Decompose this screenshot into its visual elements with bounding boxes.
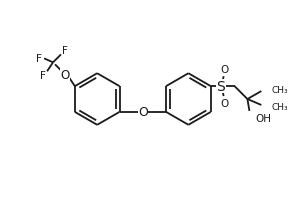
Text: F: F bbox=[62, 46, 68, 56]
Text: CH₃: CH₃ bbox=[271, 103, 288, 112]
Text: O: O bbox=[221, 99, 229, 109]
Text: OH: OH bbox=[255, 113, 272, 123]
Text: CH₃: CH₃ bbox=[271, 85, 288, 94]
Text: S: S bbox=[216, 80, 225, 94]
Text: O: O bbox=[60, 68, 70, 81]
Text: F: F bbox=[40, 71, 46, 81]
Text: O: O bbox=[221, 65, 229, 75]
Text: F: F bbox=[36, 54, 42, 64]
Text: O: O bbox=[138, 106, 148, 119]
